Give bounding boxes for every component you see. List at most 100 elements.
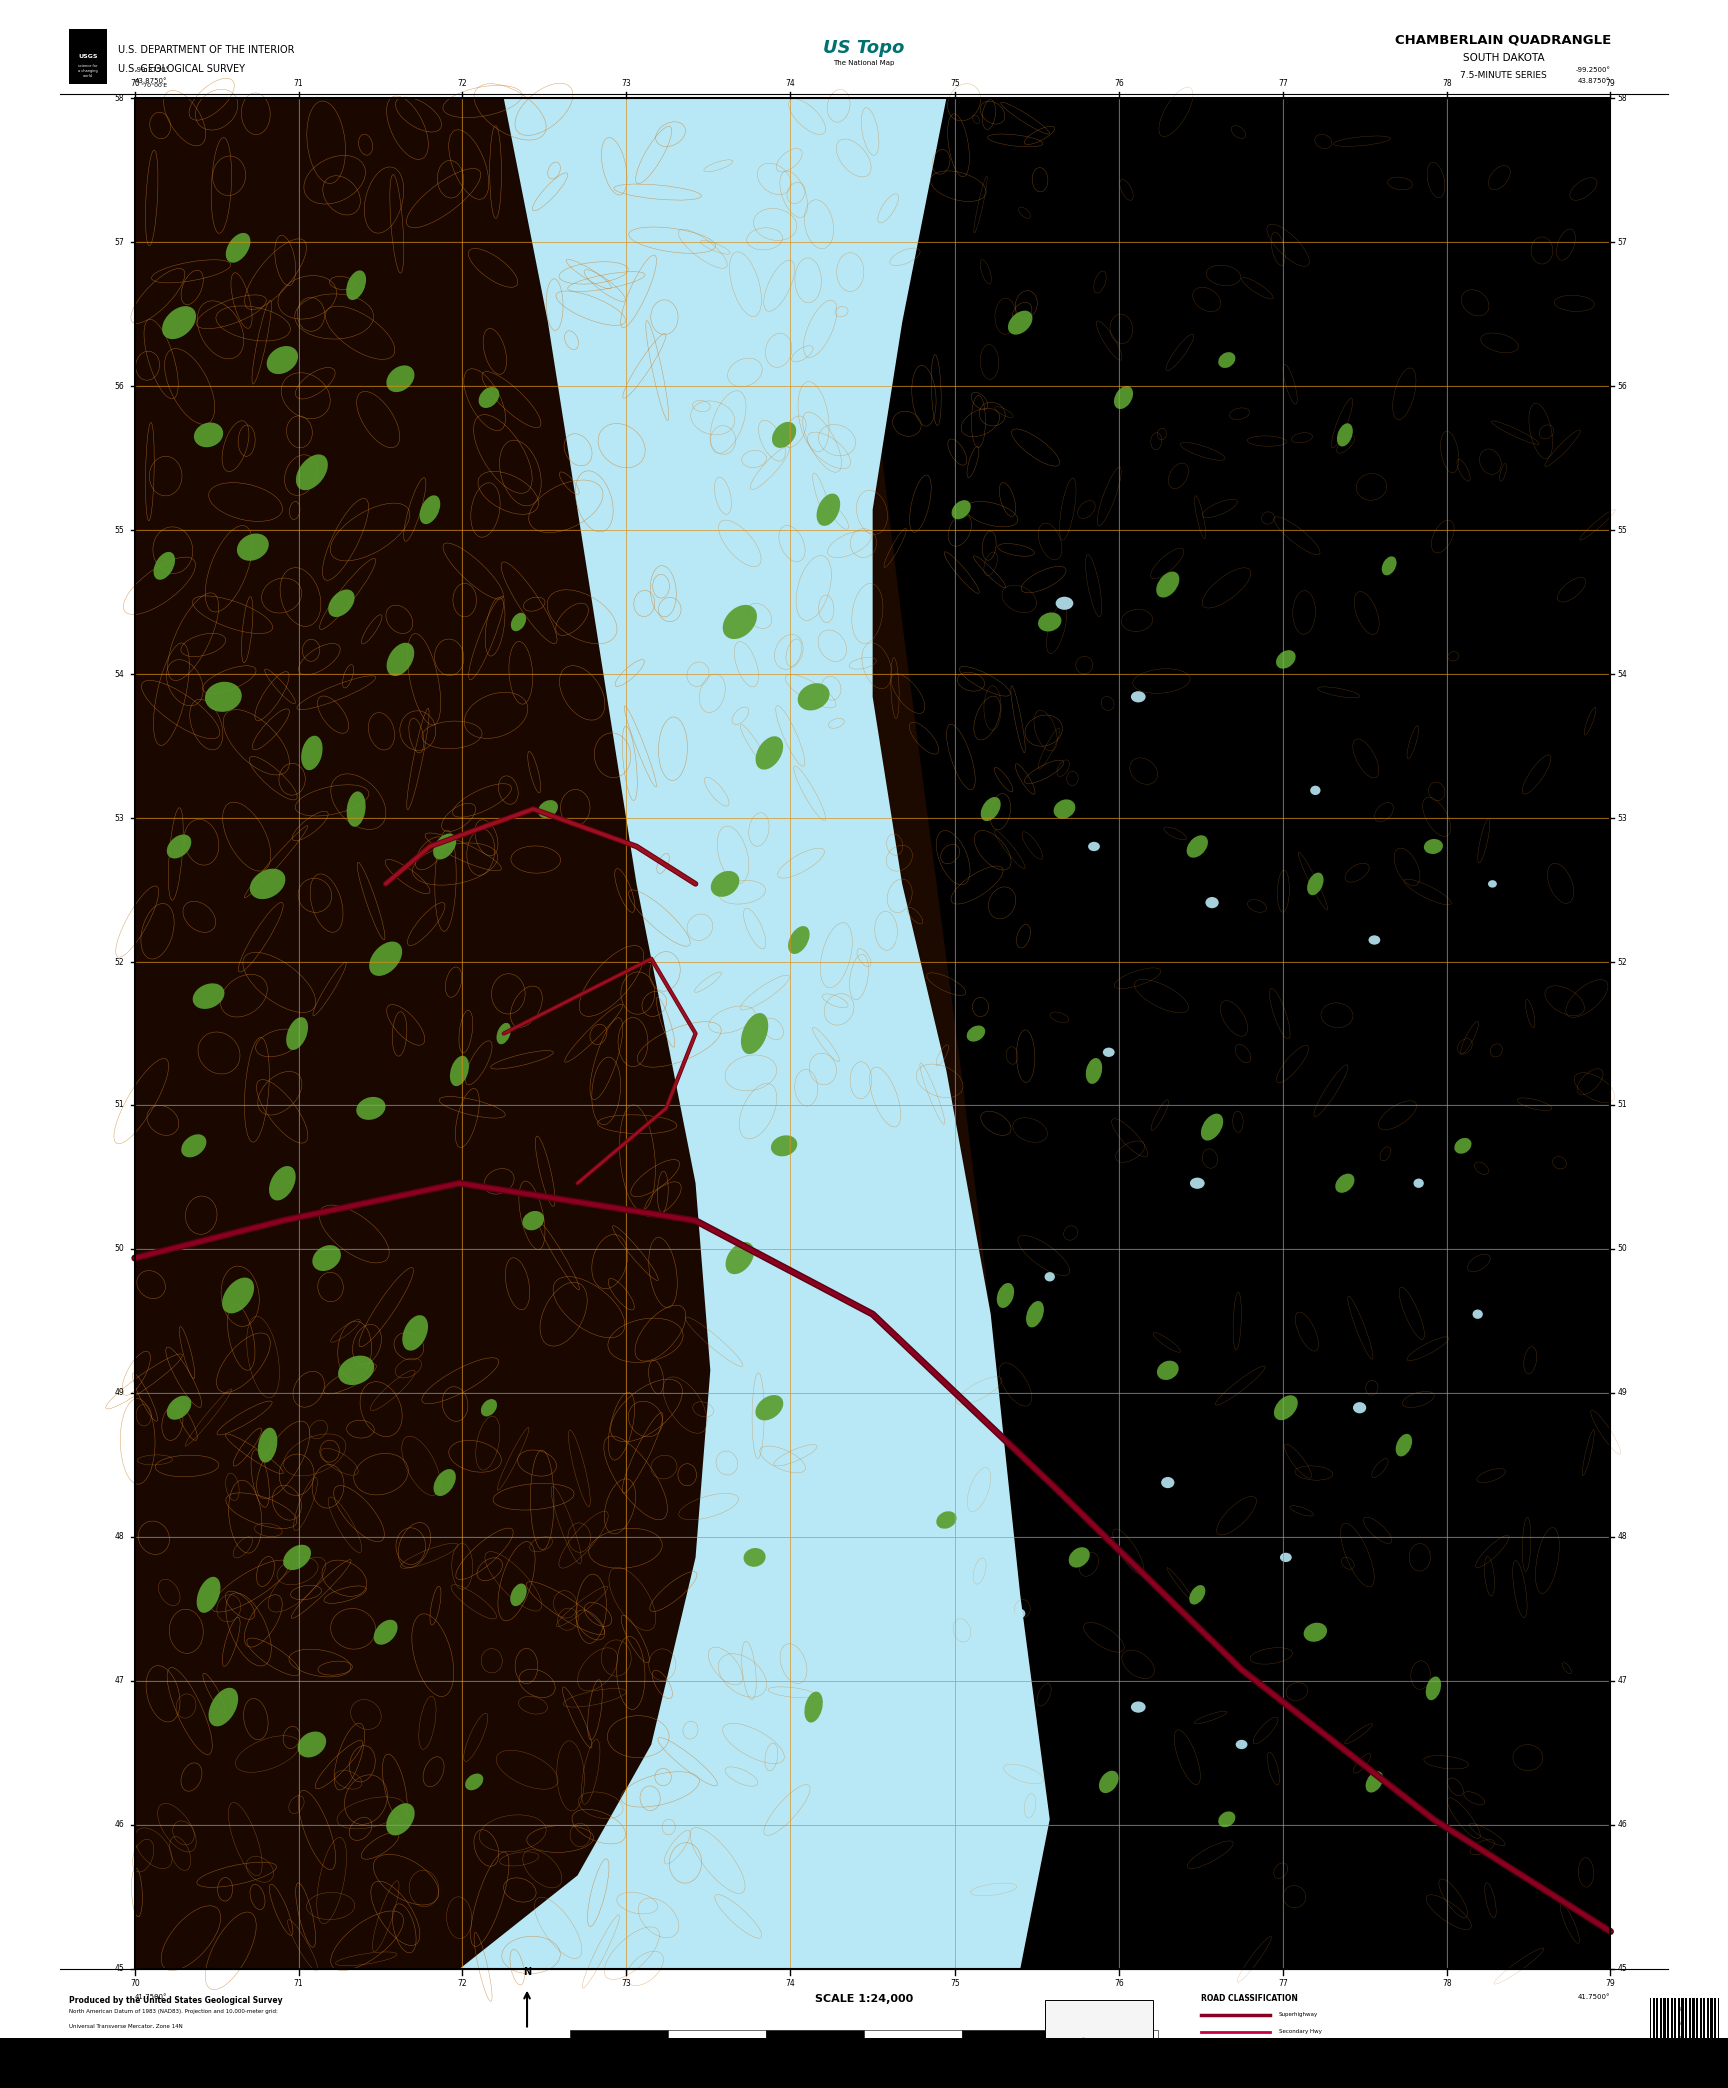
- Ellipse shape: [937, 1512, 957, 1528]
- Text: 57: 57: [1617, 238, 1628, 246]
- Bar: [766, 2030, 864, 2044]
- Ellipse shape: [339, 1355, 375, 1384]
- Ellipse shape: [251, 869, 285, 900]
- Text: 57: 57: [114, 238, 124, 246]
- Text: °70°00′E: °70°00′E: [140, 84, 168, 88]
- Text: This map was produced to conform with the National Geospatial Program: This map was produced to conform with th…: [69, 2038, 271, 2042]
- Text: 4WD: 4WD: [1279, 2080, 1293, 2084]
- Text: 74: 74: [785, 1979, 795, 1988]
- Text: 55: 55: [1617, 526, 1628, 535]
- Text: 54: 54: [1617, 670, 1628, 679]
- Text: 3 MILES: 3 MILES: [1146, 2055, 1170, 2059]
- Text: 75: 75: [950, 1979, 961, 1988]
- Text: Local Connector: Local Connector: [1279, 2046, 1324, 2050]
- Text: 53: 53: [114, 814, 124, 823]
- Ellipse shape: [722, 606, 757, 639]
- Text: North American Datum of 1983 (NAD83). Projection and 10,000-meter grid:: North American Datum of 1983 (NAD83). Pr…: [69, 2009, 278, 2013]
- Text: 2: 2: [961, 2055, 964, 2059]
- Text: US Topo Product Standard, 2011. A metadata file associated with this: US Topo Product Standard, 2011. A metada…: [69, 2053, 261, 2057]
- Ellipse shape: [805, 1691, 823, 1723]
- Text: ROAD CLASSIFICATION: ROAD CLASSIFICATION: [1201, 1994, 1298, 2002]
- Ellipse shape: [1102, 1048, 1115, 1057]
- Ellipse shape: [1274, 1395, 1298, 1420]
- Bar: [962, 2030, 1059, 2044]
- Text: 5: 5: [1678, 2021, 1681, 2025]
- Text: -99.2500°: -99.2500°: [1576, 67, 1610, 73]
- Text: CHAMBERLAIN QUADRANGLE: CHAMBERLAIN QUADRANGLE: [1394, 33, 1612, 46]
- Ellipse shape: [1365, 1771, 1382, 1792]
- Ellipse shape: [522, 1211, 544, 1230]
- Ellipse shape: [912, 1178, 923, 1188]
- Text: 2: 2: [1678, 2065, 1681, 2069]
- Ellipse shape: [997, 1282, 1014, 1307]
- Ellipse shape: [1310, 785, 1320, 796]
- Ellipse shape: [1353, 1403, 1367, 1414]
- Ellipse shape: [1424, 839, 1443, 854]
- Ellipse shape: [373, 1620, 397, 1645]
- Ellipse shape: [743, 1547, 766, 1566]
- Ellipse shape: [1026, 1301, 1044, 1328]
- Ellipse shape: [297, 1731, 327, 1758]
- Ellipse shape: [194, 983, 225, 1009]
- Text: N: N: [524, 1967, 530, 1977]
- Bar: [0, 2038, 1728, 2088]
- Ellipse shape: [356, 1096, 385, 1119]
- Text: 3: 3: [1678, 2050, 1681, 2055]
- Text: 72: 72: [458, 79, 467, 88]
- Ellipse shape: [1130, 691, 1146, 702]
- Text: Local Road: Local Road: [1279, 2063, 1308, 2067]
- Ellipse shape: [197, 1576, 221, 1612]
- Ellipse shape: [1337, 424, 1353, 447]
- Text: 50: 50: [114, 1244, 124, 1253]
- Polygon shape: [460, 98, 1049, 1969]
- Ellipse shape: [755, 1395, 783, 1420]
- Ellipse shape: [1336, 1173, 1355, 1192]
- Ellipse shape: [257, 1428, 278, 1462]
- Text: US Topo: US Topo: [823, 40, 905, 56]
- Text: 78: 78: [1441, 79, 1452, 88]
- Polygon shape: [135, 98, 755, 1969]
- Ellipse shape: [1472, 1309, 1483, 1320]
- Ellipse shape: [226, 234, 251, 263]
- Text: 56: 56: [114, 382, 124, 390]
- Text: 71: 71: [294, 1979, 304, 1988]
- Ellipse shape: [1007, 311, 1032, 334]
- Bar: [570, 2030, 669, 2044]
- Ellipse shape: [1044, 1272, 1054, 1282]
- Text: 51: 51: [114, 1100, 124, 1109]
- Text: Superhighway: Superhighway: [1279, 2013, 1318, 2017]
- Ellipse shape: [1275, 649, 1296, 668]
- Ellipse shape: [480, 1399, 498, 1416]
- Text: 79: 79: [1605, 1979, 1616, 1988]
- Ellipse shape: [181, 1134, 206, 1157]
- Ellipse shape: [940, 1664, 952, 1675]
- Text: 79: 79: [1605, 79, 1616, 88]
- Bar: [135, 98, 1610, 1969]
- Text: 58: 58: [1617, 94, 1628, 102]
- Text: 7.5-MINUTE SERIES: 7.5-MINUTE SERIES: [1460, 71, 1547, 79]
- Text: 0: 0: [569, 2055, 572, 2059]
- Ellipse shape: [1056, 597, 1073, 610]
- Ellipse shape: [1189, 1585, 1206, 1604]
- Text: 41.7500°: 41.7500°: [135, 1994, 168, 2000]
- Text: 49: 49: [1617, 1389, 1628, 1397]
- Ellipse shape: [537, 800, 558, 818]
- Ellipse shape: [347, 791, 366, 827]
- Bar: [864, 2030, 962, 2044]
- Ellipse shape: [983, 1777, 997, 1787]
- Text: 55: 55: [114, 526, 124, 535]
- Ellipse shape: [434, 1470, 456, 1495]
- Ellipse shape: [1156, 572, 1178, 597]
- Ellipse shape: [237, 535, 270, 562]
- Ellipse shape: [1303, 1622, 1327, 1641]
- Text: UTM GRID AND 2017 MAGNETIC NORTH
DECLINATION AT CENTER OF SHEET: UTM GRID AND 2017 MAGNETIC NORTH DECLINA…: [810, 2067, 918, 2078]
- Ellipse shape: [385, 1804, 415, 1835]
- Text: SOUTH DAKOTA: SOUTH DAKOTA: [1462, 54, 1545, 63]
- Text: 48: 48: [114, 1533, 124, 1541]
- Text: 53: 53: [1617, 814, 1628, 823]
- Ellipse shape: [1306, 873, 1324, 896]
- Text: 43.8750°: 43.8750°: [1578, 77, 1610, 84]
- Ellipse shape: [1426, 1677, 1441, 1700]
- Ellipse shape: [1089, 841, 1101, 852]
- Ellipse shape: [154, 551, 175, 580]
